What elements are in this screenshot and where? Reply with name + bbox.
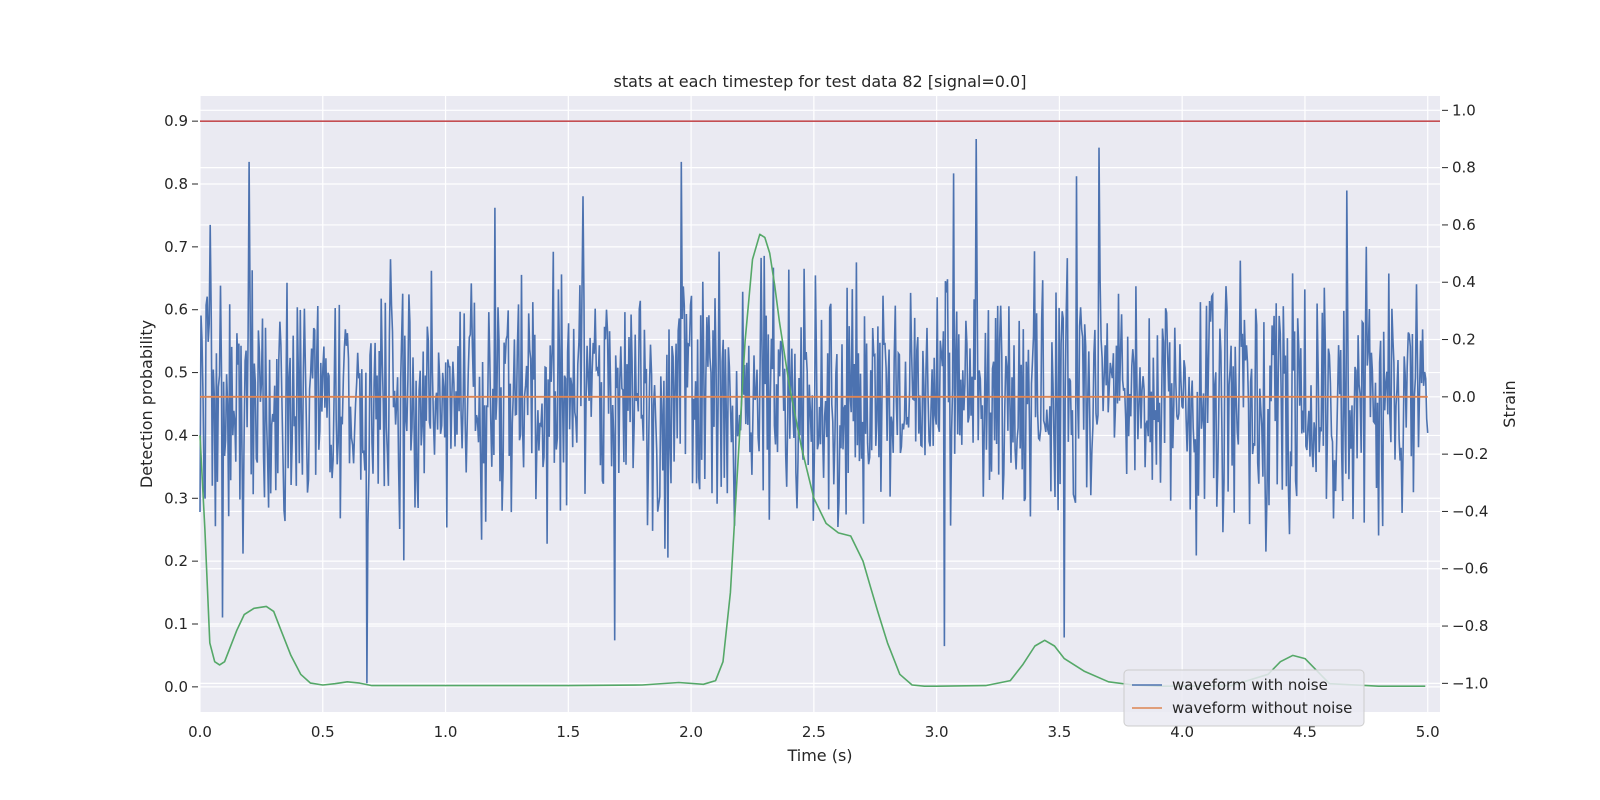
y2-tick-label: −0.8	[1452, 617, 1488, 635]
y-axis-label: Detection probability	[137, 320, 156, 488]
y-tick-label: 0.2	[164, 552, 188, 570]
y-tick-label: 0.0	[164, 678, 188, 696]
x-axis-label: Time (s)	[786, 746, 852, 765]
y2-tick-label: 0.4	[1452, 273, 1476, 291]
y-tick-label: 0.8	[164, 175, 188, 193]
legend-box	[1123, 669, 1365, 727]
y2-tick-label: 0.8	[1452, 159, 1476, 177]
x-tick-label: 4.5	[1293, 723, 1317, 741]
series-detection-probability	[199, 233, 1426, 688]
legend: waveform with noise waveform without noi…	[1123, 669, 1365, 727]
series-waveform-with-noise	[199, 138, 1429, 684]
y2-tick-label: 0.6	[1452, 216, 1476, 234]
chart-title: stats at each timestep for test data 82 …	[614, 72, 1027, 91]
y-tick-label: 0.7	[164, 238, 188, 256]
x-tick-label: 2.0	[679, 723, 703, 741]
y2-tick-label: 0.2	[1452, 331, 1476, 349]
x-tick-label: 3.5	[1047, 723, 1071, 741]
y2-tick-label: 0.0	[1452, 388, 1476, 406]
y-tick-label: 0.4	[164, 426, 188, 444]
x-tick-label: 0.0	[188, 723, 212, 741]
legend-label-clean: waveform without noise	[1172, 699, 1352, 717]
y-tick-label: 0.1	[164, 615, 188, 633]
y-tick-label: 0.9	[164, 112, 188, 130]
y2-tick-label: −0.4	[1452, 502, 1488, 520]
y2-tick-label: −0.6	[1452, 560, 1488, 578]
series-layer	[199, 120, 1440, 688]
x-tick-label: 4.0	[1170, 723, 1194, 741]
x-tick-label: 1.0	[434, 723, 458, 741]
axes: 0.0 0.5 1.0 1.5 2.0 2.5 3.0 3.5 4.0 4.5 5.0 0.0 0.1 0…	[164, 101, 1488, 741]
y2-tick-label: −0.2	[1452, 445, 1488, 463]
y-tick-label: 0.3	[164, 489, 188, 507]
legend-label-noisy: waveform with noise	[1172, 676, 1328, 694]
x-tick-label: 0.5	[311, 723, 335, 741]
y-tick-label: 0.5	[164, 364, 188, 382]
x-tick-label: 1.5	[556, 723, 580, 741]
x-tick-label: 3.0	[925, 723, 949, 741]
y2-tick-label: 1.0	[1452, 101, 1476, 119]
x-tick-label: 5.0	[1416, 723, 1440, 741]
y-tick-label: 0.6	[164, 301, 188, 319]
y2-tick-label: −1.0	[1452, 674, 1488, 692]
x-tick-label: 2.5	[802, 723, 826, 741]
y2-axis-label: Strain	[1500, 380, 1519, 427]
